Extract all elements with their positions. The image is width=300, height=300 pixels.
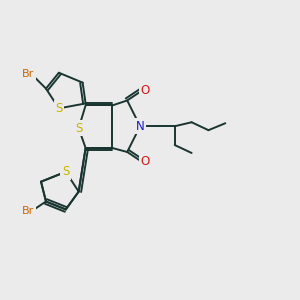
- Text: S: S: [75, 122, 82, 135]
- Text: Br: Br: [22, 69, 34, 79]
- Text: O: O: [140, 155, 150, 168]
- Text: N: N: [136, 120, 145, 133]
- Text: O: O: [140, 84, 150, 97]
- Text: S: S: [62, 165, 70, 178]
- Text: S: S: [55, 102, 62, 115]
- Text: Br: Br: [22, 206, 34, 216]
